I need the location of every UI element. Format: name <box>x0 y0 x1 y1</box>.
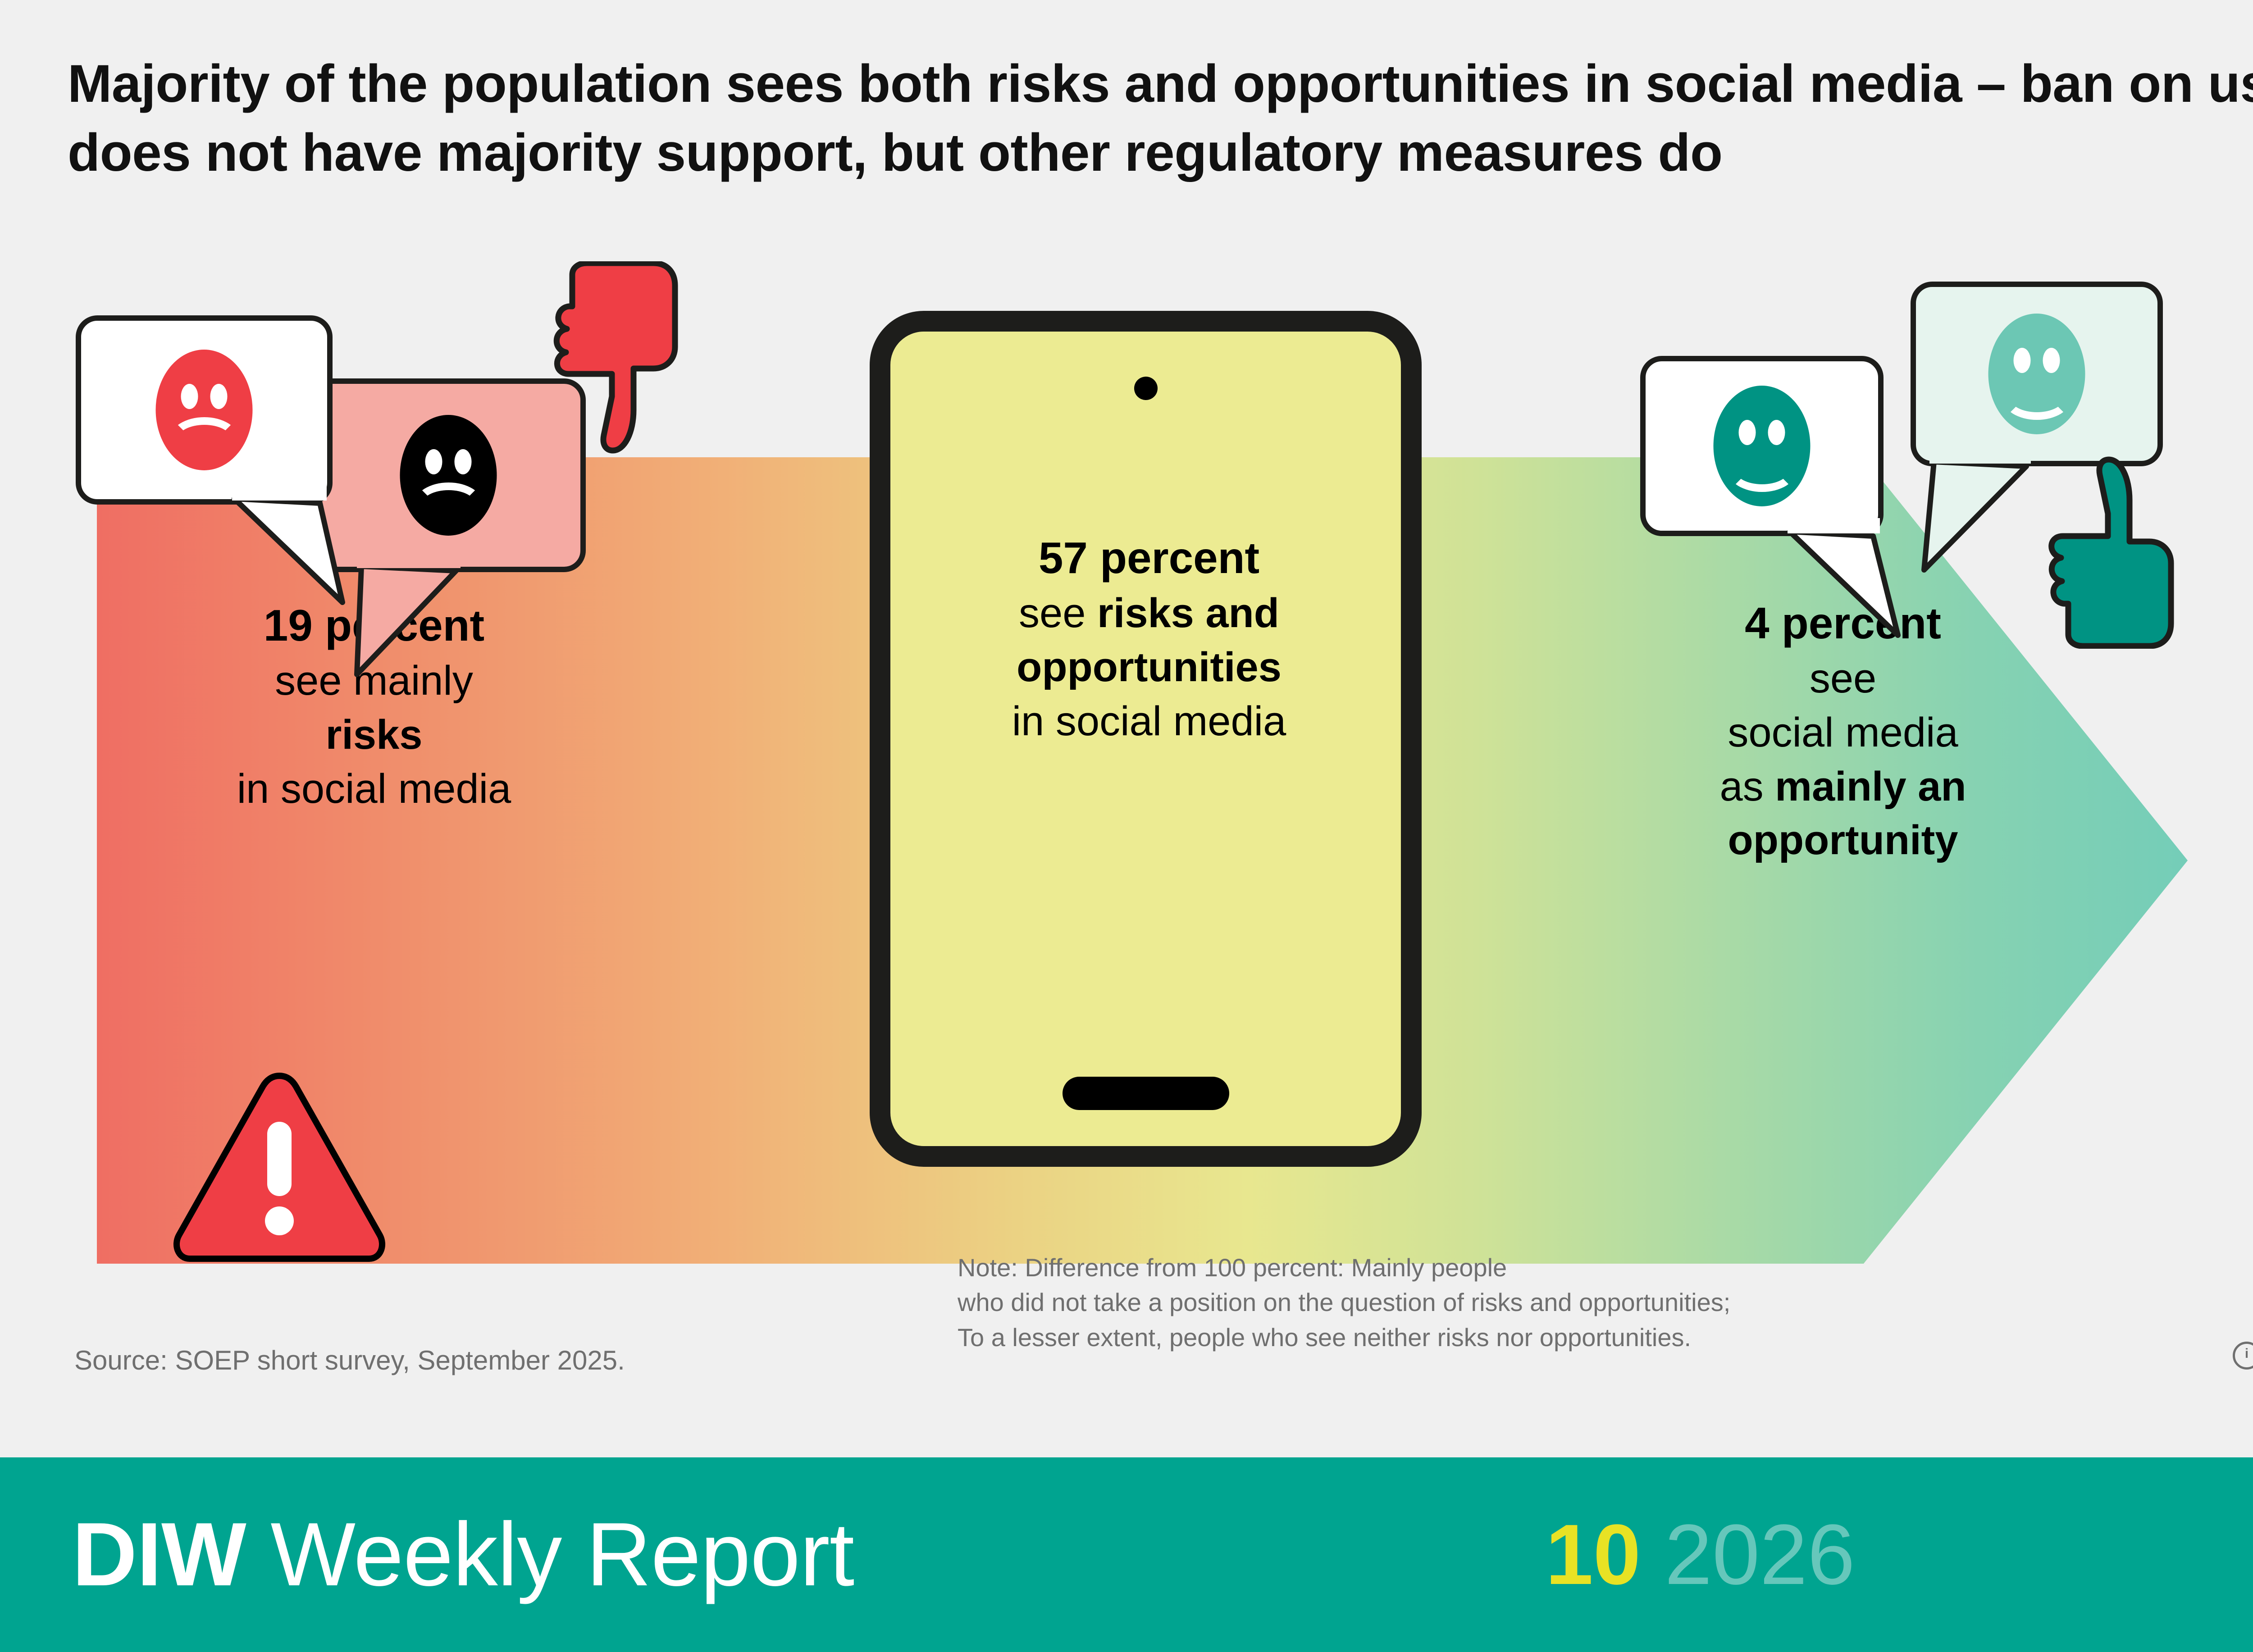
issue-number: 10 <box>1546 1507 1641 1602</box>
brand-weekly-report: Weekly Report <box>246 1504 854 1605</box>
mouth-happy <box>2002 377 2071 420</box>
panel-middle-line4: in social media <box>1012 698 1286 744</box>
note-line-2: who did not take a position on the quest… <box>958 1288 1731 1317</box>
phone-camera-icon <box>1134 377 1158 400</box>
eye-right <box>210 384 228 409</box>
source-note: Source: SOEP short survey, September 202… <box>74 1345 625 1375</box>
bubble-tail <box>354 553 461 677</box>
warning-triangle-icon <box>173 1073 386 1262</box>
note-line-3: To a lesser extent, people who see neith… <box>958 1323 1692 1352</box>
panel-middle-line2: see <box>1019 590 1097 637</box>
issue-and-year: 10 2026 <box>1546 1506 1855 1604</box>
license-note[interactable]: i cc CC BY 4.0, creativecommons.org/lice… <box>2233 1340 2253 1370</box>
eye-right <box>2043 348 2060 373</box>
speech-bubble-happy-white <box>1640 356 1901 638</box>
thumbs-up-icon-large <box>2048 456 2174 649</box>
eye-left <box>1738 420 1756 445</box>
eye-left <box>425 449 442 474</box>
happy-face-mint-icon <box>1988 314 2085 434</box>
speech-bubble-happy-mint <box>1911 282 2163 573</box>
publication-title: DIW Weekly Report <box>72 1503 854 1606</box>
issue-year: 2026 <box>1665 1507 1855 1602</box>
note-line-1: Note: Difference from 100 percent: Mainl… <box>958 1253 1507 1282</box>
panel-right-line4b: mainly an <box>1775 763 1966 810</box>
bubble-tail <box>232 485 345 605</box>
eye-right <box>454 449 472 474</box>
smartphone-illustration <box>870 311 1422 1167</box>
speech-bubble-sad-pink <box>311 378 586 677</box>
panel-middle-line2b: risks and <box>1097 590 1279 637</box>
methodology-note: Note: Difference from 100 percent: Mainl… <box>958 1250 1730 1355</box>
panel-right-line2: see <box>1809 655 1877 702</box>
happy-face-teal-icon <box>1713 386 1811 506</box>
thumbs-down-icon-large <box>553 261 678 454</box>
panel-right-line5: opportunity <box>1728 817 1958 864</box>
eye-left <box>181 384 198 409</box>
mouth-happy <box>1728 449 1796 492</box>
panel-middle-value: 57 percent <box>1038 533 1260 583</box>
phone-home-indicator <box>1062 1077 1229 1110</box>
footer-bar: DIW Weekly Report 10 2026 DIW BERLIN <box>0 1457 2253 1652</box>
panel-left-line2: see mainly <box>275 658 473 704</box>
bubble-tail <box>1921 448 2031 573</box>
panel-middle-line3: opportunities <box>1017 644 1282 690</box>
info-icon: i <box>2233 1341 2253 1370</box>
mouth-sad <box>170 417 238 460</box>
panel-right-line3: social media <box>1728 709 1958 755</box>
eye-left <box>2013 348 2031 373</box>
panel-left-line3: risks <box>325 711 423 758</box>
panel-right-line4a: as <box>1719 763 1775 810</box>
panel-middle-both: 57 percent see risks and opportunities i… <box>910 529 1388 748</box>
sad-face-red-icon <box>155 350 253 470</box>
mouth-sad <box>414 482 483 526</box>
panel-left-line4: in social media <box>237 765 511 812</box>
speech-bubble-sad-white <box>76 315 345 605</box>
brand-diw: DIW <box>72 1504 246 1605</box>
eye-right <box>1768 420 1785 445</box>
sad-face-black-icon <box>400 415 497 536</box>
panel-right-value: 4 percent <box>1745 598 1941 648</box>
page-title: Majority of the population sees both ris… <box>68 54 2253 183</box>
bubble-tail <box>1787 518 1901 638</box>
panel-right-opportunity: 4 percent see social media as mainly an … <box>1636 595 2050 868</box>
